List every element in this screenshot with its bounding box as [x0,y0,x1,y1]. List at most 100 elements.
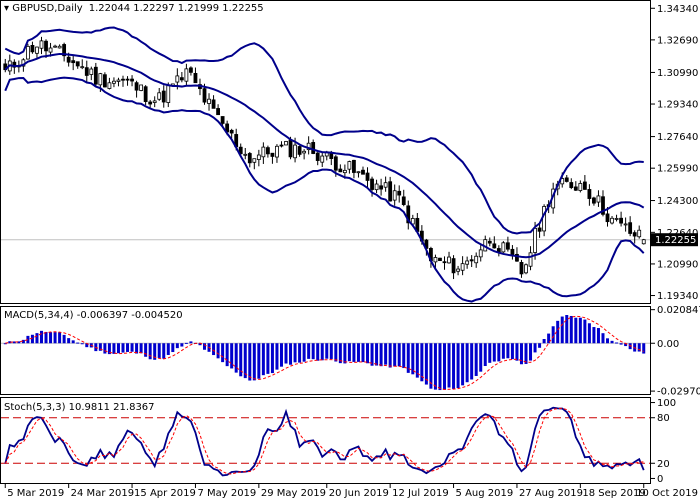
candle[interactable] [587,184,592,206]
candle[interactable] [578,180,583,193]
candle[interactable] [379,178,384,196]
candle[interactable] [93,62,98,87]
candle[interactable] [573,181,578,192]
candle[interactable] [30,41,35,54]
candle[interactable] [311,139,316,155]
candle[interactable] [465,256,470,269]
candle[interactable] [57,44,62,49]
candle[interactable] [207,93,211,111]
candle[interactable] [641,238,646,245]
candle[interactable] [261,142,266,164]
candle[interactable] [347,160,352,174]
candle[interactable] [161,85,166,108]
candle[interactable] [134,80,139,98]
candle[interactable] [3,58,8,73]
candle[interactable] [265,145,270,158]
candle[interactable] [496,245,501,257]
candle[interactable] [605,207,610,227]
candle[interactable] [569,178,574,190]
candle[interactable] [492,236,497,249]
candle[interactable] [125,76,130,86]
candle[interactable] [238,143,243,156]
candle[interactable] [637,225,642,239]
candle[interactable] [623,217,628,232]
candle[interactable] [628,216,633,237]
candle[interactable] [433,254,438,268]
candle[interactable] [356,171,361,178]
candle[interactable] [438,257,442,262]
candle[interactable] [478,244,483,262]
candle[interactable] [184,63,189,87]
candle[interactable] [302,149,307,160]
candle[interactable] [406,200,411,230]
candle[interactable] [62,42,67,62]
candle[interactable] [275,144,279,163]
candle[interactable] [352,159,356,179]
candle[interactable] [179,72,184,83]
price-candles[interactable] [3,36,646,280]
candle[interactable] [39,36,44,55]
candle[interactable] [189,66,193,76]
candle[interactable] [474,252,479,268]
candle[interactable] [193,67,198,84]
candle[interactable] [528,246,533,271]
candle[interactable] [542,204,547,237]
candle[interactable] [80,59,85,70]
candle[interactable] [564,175,569,183]
candle[interactable] [315,152,320,166]
candle[interactable] [130,75,134,87]
candle[interactable] [632,230,637,244]
candle[interactable] [107,77,112,90]
candle[interactable] [256,149,261,167]
candle[interactable] [306,136,311,155]
candle[interactable] [456,265,460,276]
candle[interactable] [116,77,121,87]
candle[interactable] [121,75,125,87]
candle[interactable] [388,176,393,202]
candle[interactable] [284,140,288,146]
candle[interactable] [279,141,284,148]
candle[interactable] [102,72,107,88]
candle[interactable] [619,211,623,227]
candle[interactable] [374,179,379,194]
candle[interactable] [152,96,157,108]
candle[interactable] [148,99,153,108]
candle[interactable] [469,255,474,268]
candle[interactable] [582,175,587,190]
candle[interactable] [442,256,447,270]
candle[interactable] [487,237,492,247]
candle[interactable] [84,60,89,82]
candle[interactable] [510,245,515,260]
candle[interactable] [483,235,488,252]
candle[interactable] [216,104,220,116]
candle[interactable] [519,259,524,278]
candle[interactable] [211,95,216,109]
candle[interactable] [71,55,76,71]
candle[interactable] [157,87,162,101]
candle[interactable] [26,43,30,60]
candle[interactable] [229,128,234,139]
candle[interactable] [460,256,465,276]
candle[interactable] [596,190,601,207]
candle[interactable] [505,236,510,252]
candle[interactable] [365,167,370,188]
candle[interactable] [243,148,248,160]
candle[interactable] [220,116,225,127]
candle[interactable] [501,241,506,253]
candle[interactable] [270,152,275,164]
candle[interactable] [397,185,402,203]
candle[interactable] [75,61,80,69]
candle[interactable] [401,189,406,207]
candle[interactable] [112,77,116,88]
candle[interactable] [53,44,57,48]
candle[interactable] [537,224,542,238]
candle[interactable] [139,84,144,92]
candle[interactable] [338,164,343,173]
candle[interactable] [592,196,596,206]
candle[interactable] [515,247,519,262]
candle[interactable] [614,214,619,222]
candle[interactable] [524,263,528,275]
candle[interactable] [89,66,94,81]
candle[interactable] [44,39,48,58]
candle[interactable] [320,151,325,167]
